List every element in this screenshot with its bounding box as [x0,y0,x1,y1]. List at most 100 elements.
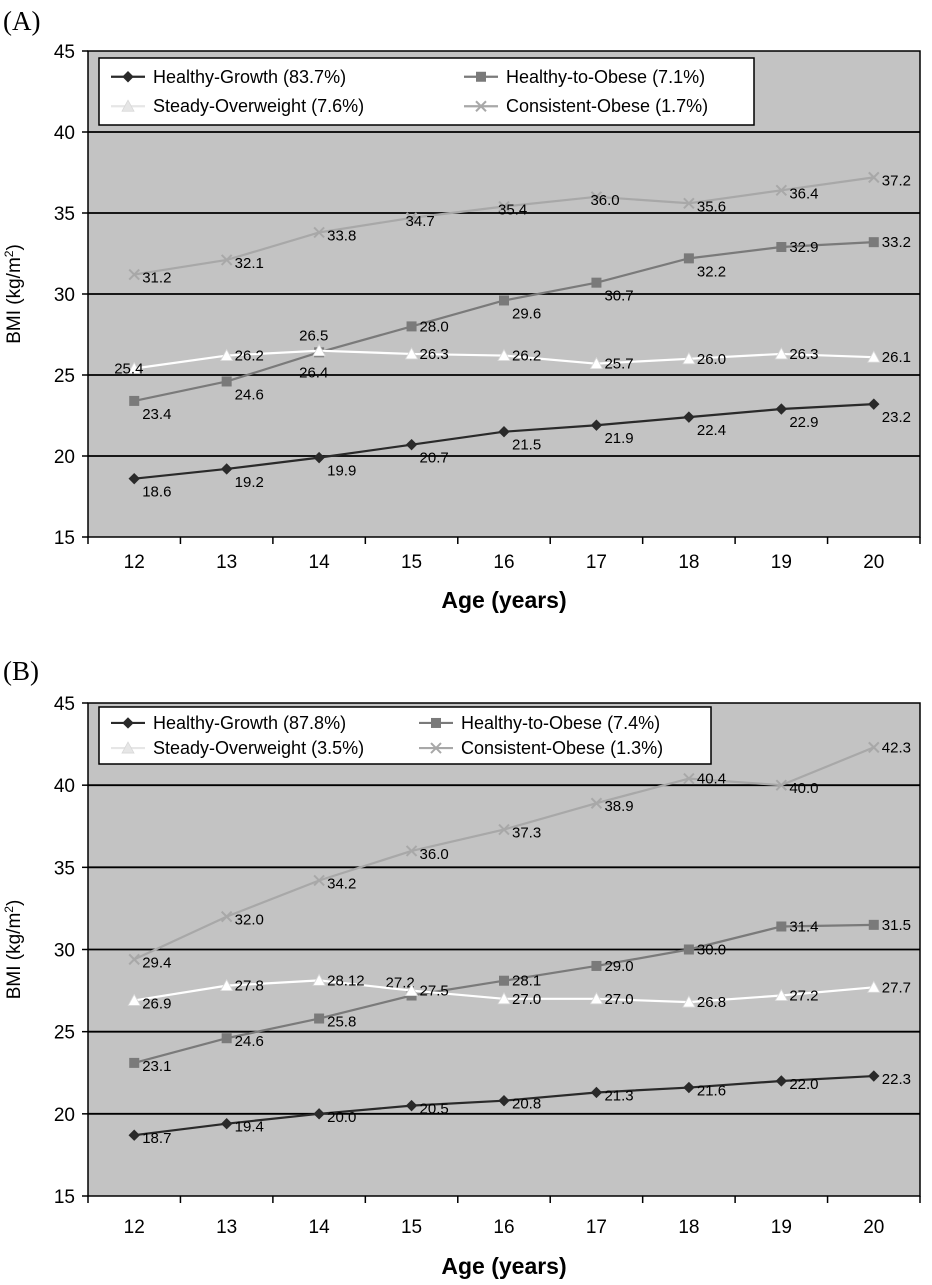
y-tick-label: 25 [54,366,75,387]
data-point-consistent-obese [405,845,418,857]
data-label-healthy-growth: 19.9 [327,463,356,480]
series-healthy-to-obese: 23.1 24.6 25.8 27.2 28.1 29.0 30.0 31.4 31.5 [129,917,911,1075]
data-point-healthy-growth [405,1099,418,1112]
data-label-steady-overweight: 26.0 [697,351,726,368]
data-label-healthy-growth: 22.0 [789,1076,818,1093]
data-point-consistent-obese [590,191,603,203]
data-point-healthy-to-obese [683,253,694,264]
legend-label: Healthy-to-Obese (7.4%) [461,713,660,733]
x-tick-label: 20 [863,552,884,573]
data-label-healthy-growth: 22.4 [697,422,726,439]
data-point-healthy-growth [498,425,510,438]
data-point-steady-overweight [219,348,234,361]
data-point-consistent-obese [220,254,233,266]
data-point-steady-overweight [589,991,604,1005]
x-tick-label: 17 [586,1217,607,1238]
data-point-healthy-growth [220,463,233,475]
data-point-steady-overweight [682,995,696,1008]
data-label-consistent-obese: 32.1 [235,255,264,272]
legend-swatch-marker [122,71,134,83]
data-point-healthy-growth [405,438,418,451]
data-label-healthy-to-obese: 30.7 [604,288,633,305]
data-point-steady-overweight [219,978,234,992]
data-point-steady-overweight [312,343,326,357]
x-tick-label: 16 [493,552,514,573]
data-point-steady-overweight [404,347,419,360]
data-label-steady-overweight: 26.2 [235,348,264,365]
data-point-steady-overweight [774,347,789,360]
data-label-consistent-obese: 36.0 [590,192,619,209]
y-axis-title-close: ) [4,244,25,250]
data-label-healthy-growth: 20.8 [512,1096,541,1113]
legend-label: Steady-Overweight (7.6%) [153,96,364,116]
data-label-steady-overweight: 27.8 [235,978,264,995]
data-label-steady-overweight: 25.7 [604,356,633,373]
data-point-consistent-obese [775,184,788,197]
y-tick-label: 40 [54,776,75,797]
data-point-healthy-growth [683,1081,695,1094]
data-label-healthy-to-obese: 28.1 [512,973,541,990]
x-tick-label: 12 [124,552,145,573]
data-point-consistent-obese [868,171,880,184]
y-tick-label: 45 [54,42,75,63]
x-tick-label: 14 [309,1217,331,1238]
legend-label: Steady-Overweight (3.5%) [153,738,364,758]
data-label-healthy-to-obese: 32.9 [789,239,818,256]
legend-label: Healthy-to-Obese (7.1%) [506,67,705,87]
data-label-healthy-growth: 23.2 [882,409,911,426]
data-point-steady-overweight [127,993,141,1006]
y-axis-title-main: BMI (kg/m [4,257,25,344]
data-point-healthy-to-obese [129,395,140,406]
legend-label: Consistent-Obese (1.7%) [506,96,708,116]
data-label-healthy-growth: 18.6 [142,484,171,501]
x-tick-label: 12 [124,1217,145,1238]
data-point-healthy-to-obese [314,1013,325,1024]
data-point-steady-overweight [589,356,604,370]
data-point-consistent-obese [128,953,140,966]
data-label-steady-overweight: 26.8 [697,994,726,1011]
y-tick-label: 35 [54,204,75,225]
data-point-healthy-growth [313,451,325,464]
data-point-healthy-growth [128,1129,140,1141]
data-label-steady-overweight: 27.2 [789,988,818,1005]
data-point-consistent-obese [498,823,510,836]
data-label-healthy-growth: 22.3 [882,1071,911,1088]
y-axis-title-sup: 2 [2,250,16,257]
data-label-steady-overweight: 27.7 [882,979,911,996]
data-label-healthy-to-obese: 27.2 [386,975,415,992]
data-label-steady-overweight: 26.9 [142,995,171,1012]
data-point-steady-overweight [497,991,511,1005]
data-point-healthy-to-obese [221,376,232,387]
legend: Healthy-Growth (83.7%) Healthy-to-Obese (… [98,57,755,126]
data-label-consistent-obese: 37.2 [882,172,911,189]
data-label-healthy-growth: 19.2 [235,474,264,491]
legend-label: Healthy-Growth (87.8%) [153,713,346,733]
data-label-healthy-growth: 20.0 [327,1109,356,1126]
series-steady-overweight: 26.9 27.8 28.12 27.5 27.0 27.0 26.8 27.2 27.7 [127,972,911,1012]
data-label-healthy-growth: 20.5 [420,1101,449,1118]
x-tick-label: 18 [678,1217,699,1238]
data-label-steady-overweight: 26.2 [512,348,541,365]
x-tick-label: 14 [309,552,331,573]
x-tick-label: 13 [216,1217,237,1238]
legend-box [98,706,712,765]
legend-item-steady-overweight: Steady-Overweight (3.5%) [111,738,364,758]
data-point-consistent-obese [128,268,140,281]
y-tick-label: 40 [54,123,75,144]
panel-label: (B) [3,656,39,686]
data-label-consistent-obese: 42.3 [882,739,911,756]
data-label-healthy-growth: 21.9 [604,430,633,447]
y-axis-title-sup: 2 [2,906,16,913]
data-label-consistent-obese: 31.2 [142,270,171,287]
data-label-healthy-growth: 18.7 [142,1130,171,1147]
data-point-consistent-obese [313,226,325,239]
data-point-consistent-obese [313,874,325,887]
legend-item-healthy-growth: Healthy-Growth (83.7%) [111,67,346,87]
y-axis-title: BMI (kg/m2) [2,900,25,1000]
data-point-healthy-to-obese [406,321,417,332]
data-point-healthy-growth [313,1108,325,1120]
data-label-healthy-to-obese: 25.8 [327,1014,356,1031]
data-label-healthy-to-obese: 29.0 [604,958,633,975]
y-tick-label: 15 [54,528,75,549]
